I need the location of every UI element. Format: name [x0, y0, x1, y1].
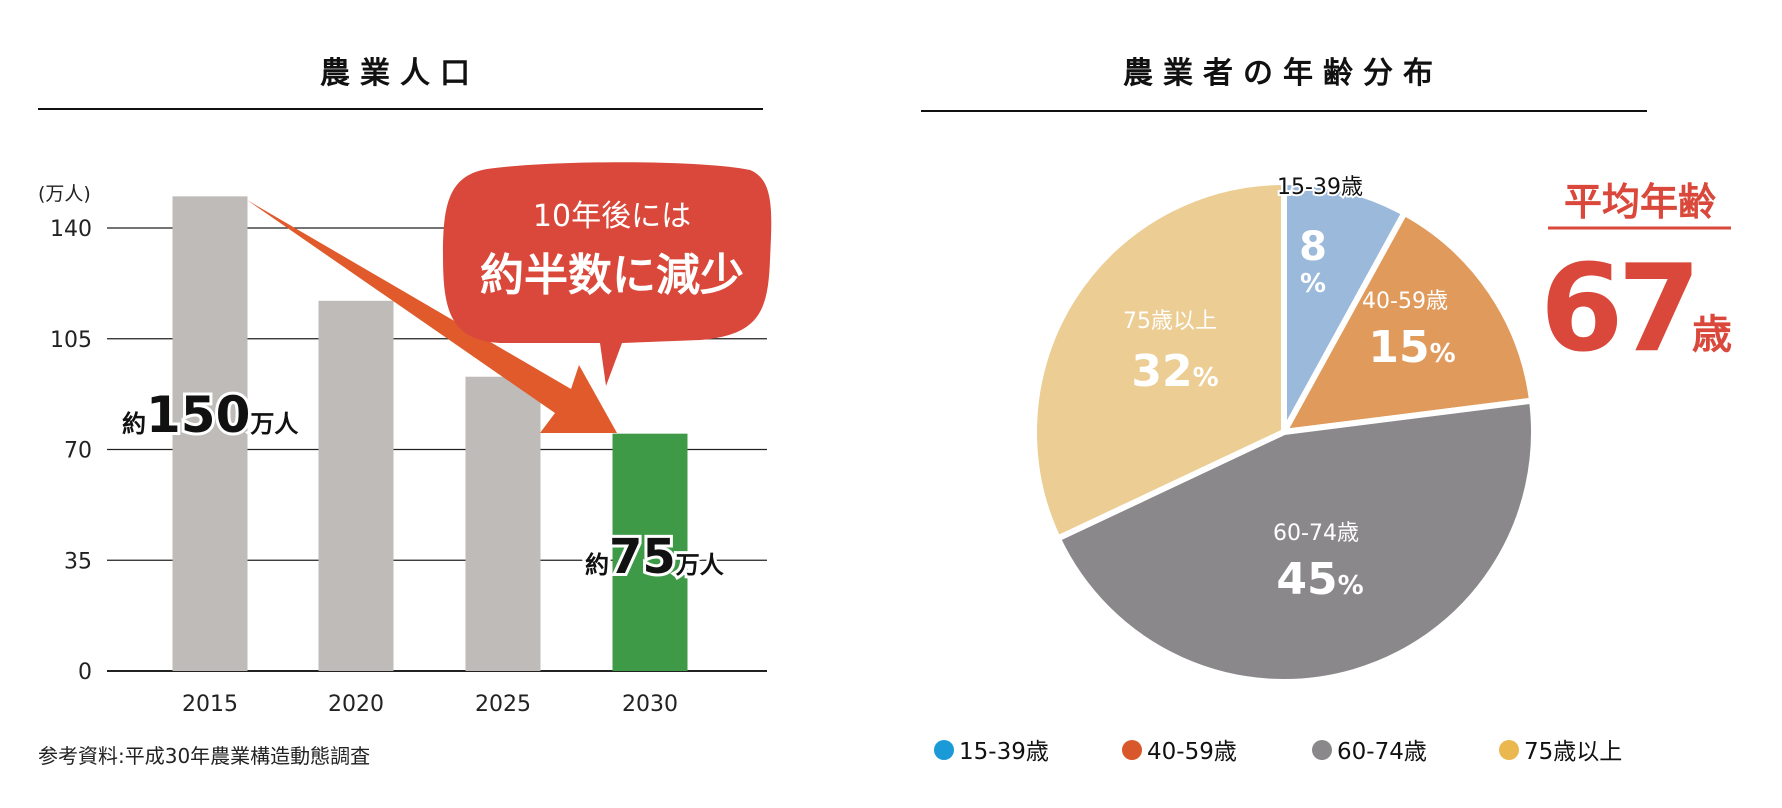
pie-slice-15-39歳	[1281, 179, 1408, 435]
bar-2025	[465, 376, 541, 671]
legend: 15-39歳 40-59歳 60-74歳 75歳以上	[934, 739, 1622, 765]
y-tick-label: 0	[78, 660, 92, 685]
pie-slice-60-74歳	[1054, 397, 1537, 685]
slice-label-40-59: 40-59歳	[1362, 289, 1448, 314]
x-tick-labels: 2015 2020 2025 2030	[182, 692, 678, 717]
y-tick-label: 105	[50, 328, 92, 353]
bar-2020	[318, 300, 394, 671]
y-tick-label: 140	[50, 217, 92, 242]
average-age-label: 平均年齢	[1564, 180, 1716, 224]
callout-line2: 約半数に減少	[480, 250, 744, 301]
legend-swatch	[934, 740, 954, 760]
bar-chart-title: 農業人口	[320, 56, 480, 91]
legend-label: 75歳以上	[1524, 739, 1622, 765]
bar-chart: 農業人口 (万人) 0 35 70 105 140 2015 2020 2025 2030 1…	[38, 56, 772, 768]
average-age-value: 67	[1540, 240, 1695, 379]
source-note: 参考資料:平成30年農業構造動態調査	[38, 744, 370, 768]
average-age-unit: 歳	[1692, 312, 1732, 358]
callout-bubble: 10年後には 約半数に減少	[443, 162, 772, 386]
legend-item: 40-59歳	[1122, 739, 1237, 765]
y-tick-label: 70	[64, 439, 92, 464]
legend-label: 60-74歳	[1337, 739, 1427, 765]
slice-label-75-plus: 75歳以上	[1123, 309, 1217, 334]
y-tick-label: 35	[64, 549, 92, 574]
bar-label-2030: 約75万人	[585, 529, 724, 585]
legend-label: 40-59歳	[1147, 739, 1237, 765]
x-tick-label: 2025	[475, 692, 531, 717]
decrease-arrow	[247, 200, 617, 433]
legend-swatch	[1312, 740, 1332, 760]
callout-line1: 10年後には	[533, 199, 691, 234]
y-axis-unit: (万人)	[38, 183, 91, 205]
pie-slice-40-59歳	[1281, 209, 1536, 435]
pie-chart: 農業者の年齢分布 15-39歳 8 % 40-59歳 15% 75歳以上 32%…	[921, 56, 1732, 765]
bar-label-2015: 約150万人	[122, 386, 298, 444]
legend-swatch	[1499, 740, 1519, 760]
slice-label-15-39: 15-39歳	[1277, 175, 1363, 200]
slice-value-40-59: 15%	[1368, 322, 1455, 373]
callout-shape	[443, 162, 772, 386]
legend-label: 15-39歳	[959, 739, 1049, 765]
bar-2015	[172, 196, 248, 671]
y-tick-labels: 0 35 70 105 140	[50, 217, 92, 685]
legend-item: 75歳以上	[1499, 739, 1622, 765]
slice-percent-15-39: %	[1300, 269, 1326, 299]
bar-2030	[612, 433, 688, 671]
legend-item: 60-74歳	[1312, 739, 1427, 765]
x-tick-label: 2015	[182, 692, 238, 717]
x-tick-label: 2020	[328, 692, 384, 717]
slice-value-15-39: 8	[1299, 224, 1327, 270]
slice-value-75-plus: 32%	[1131, 346, 1218, 397]
slice-value-60-74: 45%	[1276, 554, 1363, 605]
slice-label-60-74: 60-74歳	[1273, 521, 1359, 546]
x-tick-label: 2030	[622, 692, 678, 717]
average-age: 平均年齢 67 歳	[1540, 180, 1732, 379]
legend-swatch	[1122, 740, 1142, 760]
pie-chart-title: 農業者の年齢分布	[1123, 56, 1443, 91]
pie-slices	[1031, 179, 1537, 685]
pie-slice-75歳以上	[1031, 179, 1287, 542]
legend-item: 15-39歳	[934, 739, 1049, 765]
bars	[172, 196, 688, 671]
